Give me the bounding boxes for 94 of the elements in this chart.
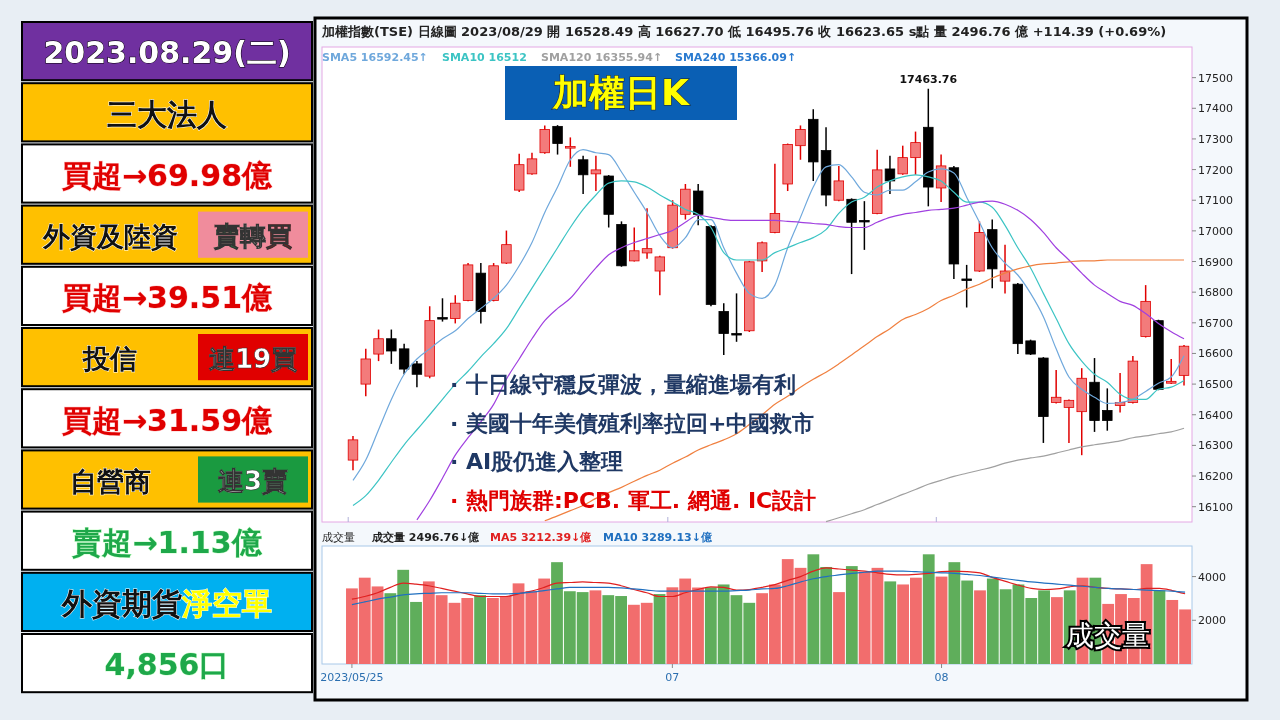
y-tick-label: 2000 [1198, 614, 1226, 628]
y-tick-label: 16500 [1198, 378, 1233, 392]
text: 賣轉買 [213, 221, 292, 252]
candlestick [552, 124, 563, 156]
x-tick-label: 07 [665, 671, 680, 684]
line-series [416, 200, 1185, 521]
candlestick [654, 254, 666, 296]
chart-subtitle: 加權指數(TSE) 日線圖 2023/08/29 開 16528.49 高 16627.70 低 16495.76 收 16623.65 s點 量 2496.76 億 +114.39 (+0.69%) [321, 24, 1167, 39]
bar [589, 590, 602, 664]
bar [474, 595, 486, 664]
x-tick-label: 08 [934, 671, 949, 684]
candlestick [590, 155, 602, 192]
text: 4,856口 [104, 647, 230, 683]
text: 買超→69.98億 [61, 157, 274, 193]
candlestick [386, 328, 397, 365]
y-tick-label: 16100 [1198, 500, 1233, 514]
candlestick [641, 207, 653, 260]
candlestick [718, 302, 729, 356]
line-series [351, 567, 1186, 600]
candlestick [731, 292, 742, 343]
y-tick-label: 16400 [1198, 408, 1233, 422]
bar [935, 576, 948, 664]
y-tick-label: 17500 [1198, 71, 1233, 85]
annotation: · AI股仍進入整理 [450, 449, 624, 474]
y-tick-label: 17400 [1198, 102, 1233, 116]
candlestick [1063, 398, 1075, 444]
text: 外資及陸資 [41, 220, 178, 252]
candlestick [539, 124, 550, 155]
text: 買超→39.51億 [61, 280, 274, 316]
candlestick [795, 124, 806, 161]
candlestick [910, 130, 921, 176]
text: SMA120 16355.94↑ [541, 51, 663, 64]
text: 投信 [82, 343, 137, 375]
y-tick-label: 16200 [1198, 470, 1233, 484]
candlestick [1102, 387, 1113, 432]
bar [1051, 597, 1063, 664]
candlestick [756, 240, 768, 273]
text: 賣超→1.13億 [71, 525, 263, 560]
text: 自營商 [69, 465, 151, 497]
line-series [825, 427, 1185, 523]
candlestick [884, 155, 896, 195]
text: 三大法人 [107, 96, 228, 132]
candlestick [629, 226, 640, 263]
text: 連3賣 [217, 466, 289, 496]
bar [833, 592, 845, 664]
candlestick [565, 136, 576, 168]
candlestick [833, 165, 845, 202]
candlestick [347, 435, 359, 471]
y-tick-label: 4000 [1198, 570, 1226, 584]
chart-subtitle: 成交量 2496.76↓億 [371, 531, 481, 544]
annotation: SMA240 15366.09↑ [675, 51, 797, 64]
y-tick-label: 17000 [1198, 224, 1233, 238]
bar [884, 581, 897, 664]
text: MA10 3289.13↓億 [603, 531, 713, 544]
bar [974, 590, 986, 664]
candlestick [846, 197, 857, 275]
bar [1153, 590, 1166, 664]
text: 外資期貨淨空單 [61, 586, 272, 622]
y-tick-label: 16800 [1198, 286, 1233, 300]
text: MA5 3212.39↓億 [490, 531, 593, 544]
y-tick-label: 17300 [1198, 132, 1233, 146]
candlestick [692, 183, 704, 227]
candlestick [373, 328, 384, 362]
text: 買超→31.59億 [61, 402, 274, 438]
y-tick-label: 16600 [1198, 347, 1233, 361]
candlestick [1050, 369, 1062, 405]
candlestick [501, 229, 512, 265]
candlestick [1166, 358, 1177, 385]
candlestick [961, 264, 972, 309]
candlestick [859, 200, 870, 251]
annotation: 17463.76 [899, 72, 958, 86]
text: 連19買 [208, 343, 298, 374]
text: SMA5 16592.45↑ [322, 51, 428, 64]
y-tick-label: 16300 [1198, 439, 1233, 453]
y-tick-label: 17200 [1198, 163, 1233, 177]
bar [653, 594, 666, 664]
text: 2023.08.29(二) [43, 35, 291, 71]
candlestick [999, 243, 1011, 295]
candlestick [437, 297, 448, 323]
x-tick-label: 2023/05/25 [320, 671, 384, 684]
text: SMA10 16512 [442, 51, 527, 64]
candlestick [526, 151, 538, 176]
candlestick [769, 163, 781, 235]
y-tick-label: 16900 [1198, 255, 1233, 269]
line-series [351, 570, 1186, 606]
text: 成交量 [322, 531, 355, 544]
candlestick [897, 144, 908, 176]
y-tick-label: 16700 [1198, 316, 1233, 330]
text: 加權日K [552, 72, 691, 113]
bar [922, 554, 935, 664]
candlestick [577, 155, 589, 195]
candlestick [450, 294, 461, 325]
bar [845, 566, 858, 664]
y-tick-label: 17100 [1198, 194, 1233, 208]
